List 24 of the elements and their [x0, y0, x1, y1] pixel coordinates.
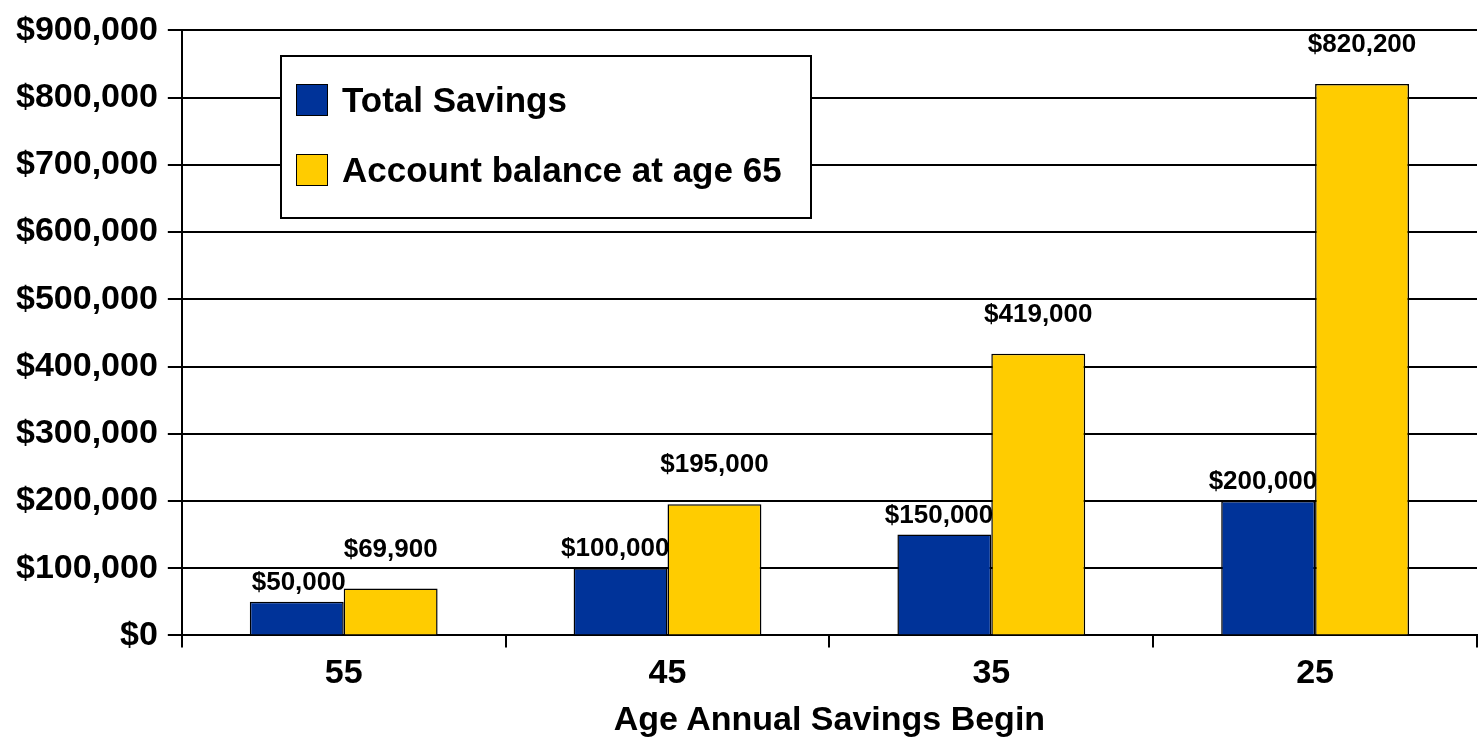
- y-tick-label: $500,000: [16, 277, 158, 316]
- y-tick-label: $200,000: [16, 479, 158, 518]
- y-tick-label: $400,000: [16, 344, 158, 383]
- y-tick-label: $700,000: [16, 143, 158, 182]
- y-tick-label: $0: [119, 613, 158, 652]
- y-tick-label: $900,000: [16, 8, 158, 47]
- legend-label: Account balance at age 65: [342, 150, 782, 190]
- data-label: $69,900: [343, 532, 438, 563]
- x-tick-label: 25: [1296, 652, 1335, 691]
- x-tick-label: 45: [648, 652, 687, 691]
- data-label: $150,000: [884, 498, 994, 529]
- y-tick-label: $100,000: [16, 546, 158, 585]
- x-tick-label: 35: [972, 652, 1011, 691]
- data-label: $820,200: [1307, 28, 1417, 59]
- y-tick-label: $300,000: [16, 412, 158, 451]
- data-label: $100,000: [561, 532, 670, 563]
- x-axis-title: Age Annual Savings Begin: [613, 698, 1046, 737]
- y-tick-label: $600,000: [16, 210, 158, 249]
- data-label: $419,000: [984, 297, 1093, 328]
- legend-label: Total Savings: [342, 80, 567, 120]
- data-label: $50,000: [251, 565, 346, 596]
- y-tick-label: $800,000: [16, 76, 158, 114]
- data-label: $195,000: [660, 448, 769, 479]
- x-tick-label: 55: [324, 652, 363, 691]
